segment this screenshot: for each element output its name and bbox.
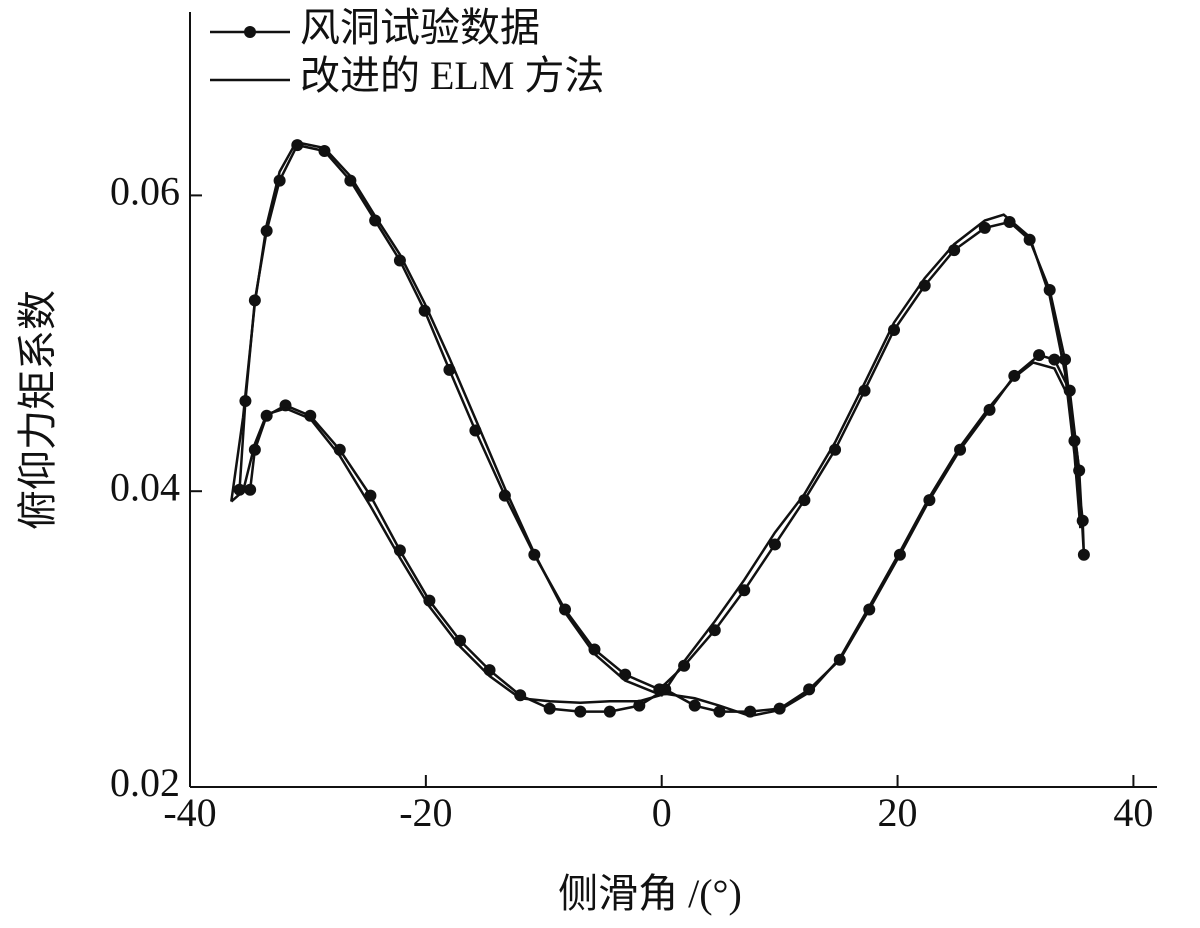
data-point — [978, 221, 991, 234]
data-point — [588, 643, 601, 656]
data-point — [393, 254, 406, 267]
data-point — [1033, 349, 1046, 362]
data-point — [543, 702, 556, 715]
data-point — [603, 705, 616, 718]
legend-label: 改进的 ELM 方法 — [300, 53, 604, 98]
x-tick-label: 0 — [652, 790, 672, 835]
data-point — [738, 584, 751, 597]
data-point — [803, 683, 816, 696]
data-point — [344, 174, 357, 187]
data-point — [369, 214, 382, 227]
legend-label: 风洞试验数据 — [300, 5, 540, 50]
x-axis-label: 侧滑角 /(°) — [558, 871, 742, 916]
x-tick-label: 20 — [878, 790, 918, 835]
y-tick-label: 0.04 — [110, 464, 180, 509]
x-tick-label: -20 — [399, 790, 452, 835]
data-point — [574, 705, 587, 718]
data-point — [713, 705, 726, 718]
series-line — [238, 143, 1086, 713]
data-point — [364, 489, 377, 502]
y-tick-label: 0.06 — [110, 169, 180, 214]
x-tick-label: 40 — [1113, 790, 1153, 835]
y-tick-label: 0.02 — [110, 760, 180, 805]
x-tick-label: -40 — [163, 790, 216, 835]
data-point — [619, 668, 632, 681]
y-axis-label: 俯仰力矩系数 — [15, 290, 60, 530]
data-point — [678, 659, 691, 672]
data-point — [1077, 548, 1090, 561]
data-point — [688, 699, 701, 712]
data-point — [633, 699, 646, 712]
data-point — [1003, 216, 1016, 229]
legend-marker — [244, 26, 256, 38]
data-point — [244, 483, 257, 496]
series-line — [230, 140, 1082, 718]
data-point — [768, 538, 781, 551]
data-point — [1048, 353, 1061, 366]
